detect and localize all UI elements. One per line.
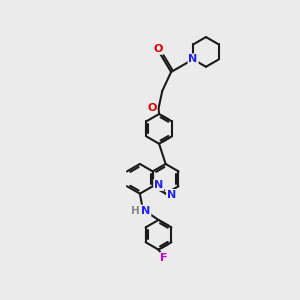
Text: F: F bbox=[160, 253, 168, 263]
Text: N: N bbox=[154, 180, 163, 190]
Text: N: N bbox=[188, 54, 198, 64]
Text: H: H bbox=[131, 206, 140, 215]
Text: O: O bbox=[147, 103, 157, 113]
Text: N: N bbox=[141, 206, 150, 215]
Text: N: N bbox=[167, 190, 176, 200]
Text: O: O bbox=[154, 44, 163, 54]
